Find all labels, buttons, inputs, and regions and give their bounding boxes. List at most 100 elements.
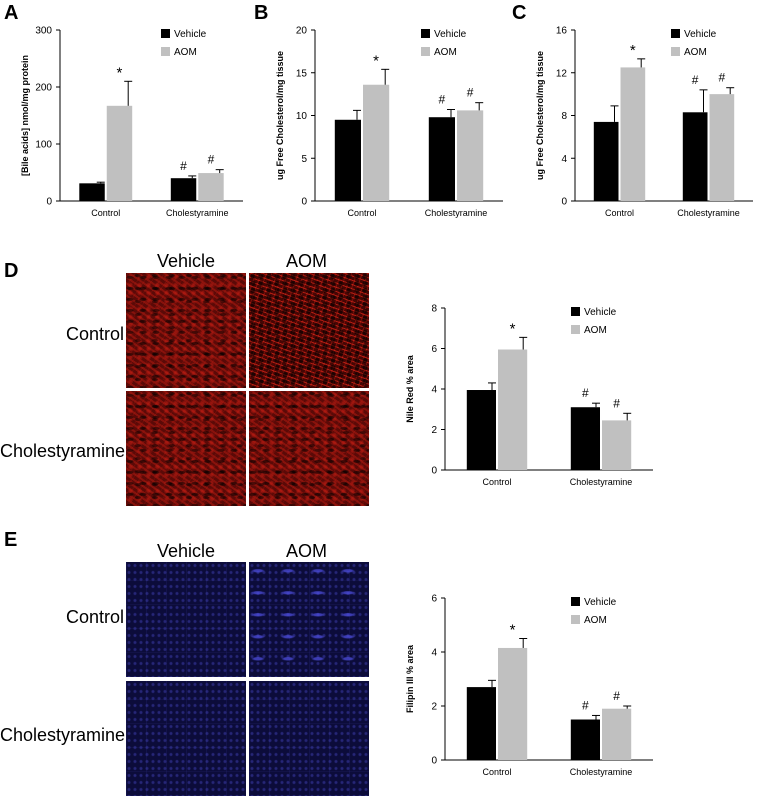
x-category-label: Control: [605, 208, 634, 218]
chart-panel-b: 0 5 10 15 20 ug Free Cholesterol/mg tissue Con…: [275, 26, 503, 218]
significance-mark: #: [208, 153, 215, 167]
filipin-micrograph-control-vehicle: [126, 562, 246, 677]
bar: [466, 390, 496, 470]
y-tick-label: 2: [431, 425, 437, 436]
filipin-micrograph-cholestyramine-vehicle: [126, 681, 246, 796]
x-category-label: Control: [91, 208, 120, 218]
y-tick-label: 0: [561, 197, 567, 208]
x-category-label: Cholestyramine: [677, 208, 740, 218]
bar: [709, 94, 735, 201]
y-axis-label: ug Free Cholesterol/mg tissue: [275, 51, 285, 180]
filipin-micrograph-control-aom: [249, 562, 369, 677]
y-tick-label: 4: [561, 154, 567, 165]
bar: [466, 687, 496, 760]
micro-d-col-aom: AOM: [286, 251, 328, 271]
significance-mark: *: [510, 320, 516, 337]
x-category-label: Cholestyramine: [425, 208, 488, 218]
chart-panel-c: 0 4 8 12 16 ug Free Cholesterol/mg tissue Cont…: [535, 26, 753, 218]
filipin-micrograph-cholestyramine-aom: [249, 681, 369, 796]
micro-e-col-aom: AOM: [286, 541, 328, 561]
y-axis-label: ug Free Cholesterol/mg tissue: [535, 51, 545, 180]
y-tick-label: 10: [296, 111, 308, 122]
significance-mark: #: [613, 396, 620, 410]
significance-mark: #: [692, 73, 699, 87]
y-tick-label: 2: [431, 702, 437, 713]
legend-swatch: [671, 47, 680, 56]
significance-mark: #: [613, 689, 620, 703]
y-tick-label: 0: [431, 756, 437, 767]
bar: [363, 84, 390, 201]
y-tick-label: 20: [296, 26, 308, 37]
y-tick-label: 15: [296, 68, 308, 79]
significance-mark: #: [439, 93, 446, 107]
panel-letter-e: E: [4, 529, 18, 551]
x-category-label: Control: [482, 477, 511, 487]
significance-mark: #: [582, 386, 589, 400]
legend-swatch: [571, 307, 580, 316]
y-tick-label: 5: [301, 154, 307, 165]
y-tick-label: 6: [431, 344, 437, 355]
legend-label: Vehicle: [174, 29, 207, 40]
legend-swatch: [571, 615, 580, 624]
bar: [602, 420, 632, 470]
y-tick-label: 12: [556, 68, 568, 79]
y-axis-label: [Bile acids] nmol/mg protein: [20, 55, 30, 176]
legend-label: AOM: [684, 47, 707, 58]
legend-swatch: [421, 47, 430, 56]
significance-mark: *: [510, 622, 516, 639]
micro-e-row-control: Control: [66, 607, 125, 627]
legend-label: Vehicle: [584, 597, 617, 608]
y-tick-label: 0: [46, 197, 52, 208]
bar: [620, 67, 646, 201]
chart-panel-d: 0 2 4 6 8 Nile Red % area Control * Cholestyrami…: [405, 304, 653, 487]
y-tick-label: 100: [35, 140, 52, 151]
y-axis-label: Filipin III % area: [405, 644, 415, 713]
bar: [682, 112, 708, 201]
significance-mark: *: [117, 64, 123, 81]
legend-swatch: [161, 29, 170, 38]
bar: [334, 119, 361, 201]
nile-red-micrograph-control-vehicle: [126, 273, 246, 388]
bar: [170, 178, 197, 201]
significance-mark: *: [373, 52, 379, 69]
x-category-label: Control: [482, 767, 511, 777]
legend-label: AOM: [434, 47, 457, 58]
micro-e-col-vehicle: Vehicle: [157, 541, 216, 561]
bar: [498, 647, 528, 760]
nile-red-micrograph-cholestyramine-vehicle: [126, 391, 246, 506]
legend-label: Vehicle: [684, 29, 717, 40]
legend-label: AOM: [174, 47, 197, 58]
y-tick-label: 8: [431, 304, 437, 315]
y-tick-label: 6: [431, 594, 437, 605]
bar: [79, 183, 105, 201]
bar: [570, 719, 600, 760]
panel-letter-c: C: [512, 2, 527, 24]
legend-swatch: [421, 29, 430, 38]
bar: [106, 105, 133, 201]
significance-mark: #: [582, 698, 589, 712]
y-tick-label: 16: [556, 26, 568, 37]
legend-swatch: [571, 325, 580, 334]
nile-red-micrograph-control-aom: [249, 273, 369, 388]
bar: [593, 121, 619, 201]
y-tick-label: 4: [431, 385, 437, 396]
legend-swatch: [671, 29, 680, 38]
y-axis-label: Nile Red % area: [405, 354, 415, 423]
x-category-label: Cholestyramine: [570, 767, 633, 777]
micro-e-row-cholestyramine: Cholestyramine: [0, 725, 126, 745]
nile-red-micrograph-cholestyramine-aom: [249, 391, 369, 506]
legend-label: AOM: [584, 325, 607, 336]
y-tick-label: 200: [35, 83, 52, 94]
y-tick-label: 300: [35, 26, 52, 37]
legend-label: Vehicle: [434, 29, 467, 40]
y-tick-label: 0: [301, 197, 307, 208]
y-tick-label: 4: [431, 648, 437, 659]
bar: [198, 173, 224, 201]
bar: [570, 407, 600, 470]
significance-mark: #: [467, 86, 474, 100]
bar: [457, 110, 484, 201]
micro-d-row-cholestyramine: Cholestyramine: [0, 441, 126, 461]
legend-swatch: [571, 597, 580, 606]
panel-letter-b: B: [254, 2, 269, 24]
legend-swatch: [161, 47, 170, 56]
